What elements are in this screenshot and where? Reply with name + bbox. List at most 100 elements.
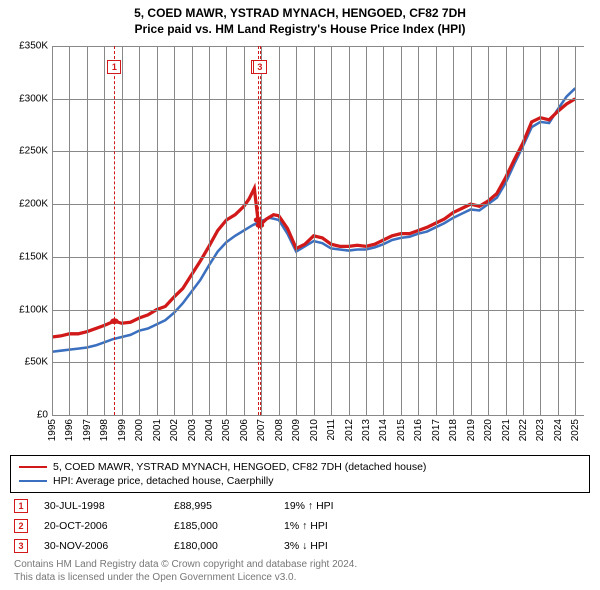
gridline-vertical [471, 46, 472, 415]
gridline-vertical [244, 46, 245, 415]
title-main: 5, COED MAWR, YSTRAD MYNACH, HENGOED, CF… [10, 6, 590, 20]
attribution-line1: Contains HM Land Registry data © Crown c… [14, 559, 586, 572]
y-tick-label: £350K [19, 41, 48, 52]
x-tick-label: 2017 [431, 419, 442, 441]
event-delta: 1% ↑ HPI [284, 520, 586, 532]
event-row-marker: 3 [14, 539, 28, 553]
y-tick-label: £200K [19, 199, 48, 210]
legend-box: 5, COED MAWR, YSTRAD MYNACH, HENGOED, CF… [10, 455, 590, 493]
x-tick-label: 2023 [535, 419, 546, 441]
plot-svg [52, 46, 584, 415]
event-price: £185,000 [174, 520, 284, 532]
gridline-horizontal [52, 310, 584, 311]
event-vline [114, 46, 115, 415]
x-tick-label: 1998 [99, 419, 110, 441]
event-marker-box: 3 [253, 60, 267, 74]
event-row: 1 30-JUL-1998£88,99519% ↑ HPI [14, 499, 586, 513]
gridline-vertical [366, 46, 367, 415]
attribution-line2: This data is licensed under the Open Gov… [14, 572, 586, 585]
x-tick-label: 2021 [501, 419, 512, 441]
x-tick-label: 2024 [553, 419, 564, 441]
gridline-vertical [383, 46, 384, 415]
y-tick-label: £300K [19, 93, 48, 104]
x-tick-label: 2000 [134, 419, 145, 441]
event-date: 30-NOV-2006 [44, 540, 174, 552]
events-table: 1 30-JUL-1998£88,99519% ↑ HPI 2 20-OCT-2006… [10, 499, 590, 553]
gridline-horizontal [52, 151, 584, 152]
gridline-vertical [314, 46, 315, 415]
gridline-horizontal [52, 204, 584, 205]
legend-label: HPI: Average price, detached house, Caer… [53, 475, 273, 487]
x-tick-label: 2003 [187, 419, 198, 441]
gridline-horizontal [52, 46, 584, 47]
gridline-vertical [418, 46, 419, 415]
chart-area: £0£50K£100K£150K£200K£250K£300K£350K1995… [10, 42, 590, 451]
y-tick-label: £250K [19, 146, 48, 157]
attribution: Contains HM Land Registry data © Crown c… [10, 559, 590, 584]
x-tick-label: 2020 [483, 419, 494, 441]
x-tick-label: 2007 [256, 419, 267, 441]
event-price: £180,000 [174, 540, 284, 552]
gridline-vertical [122, 46, 123, 415]
gridline-vertical [558, 46, 559, 415]
gridline-vertical [174, 46, 175, 415]
legend-label: 5, COED MAWR, YSTRAD MYNACH, HENGOED, CF… [53, 461, 426, 473]
gridline-vertical [139, 46, 140, 415]
event-date: 30-JUL-1998 [44, 500, 174, 512]
x-tick-label: 2018 [448, 419, 459, 441]
gridline-vertical [540, 46, 541, 415]
x-tick-label: 1997 [82, 419, 93, 441]
x-tick-label: 2008 [274, 419, 285, 441]
gridline-vertical [453, 46, 454, 415]
x-tick-label: 2015 [396, 419, 407, 441]
gridline-vertical [401, 46, 402, 415]
x-tick-label: 2014 [378, 419, 389, 441]
legend-item: 5, COED MAWR, YSTRAD MYNACH, HENGOED, CF… [19, 460, 581, 474]
x-tick-label: 2025 [570, 419, 581, 441]
y-tick-label: £150K [19, 251, 48, 262]
gridline-vertical [506, 46, 507, 415]
gridline-horizontal [52, 257, 584, 258]
x-tick-label: 1995 [47, 419, 58, 441]
x-tick-label: 2001 [152, 419, 163, 441]
title-sub: Price paid vs. HM Land Registry's House … [10, 22, 590, 36]
event-row: 2 20-OCT-2006£185,0001% ↑ HPI [14, 519, 586, 533]
x-tick-label: 2011 [326, 419, 337, 441]
event-vline [260, 46, 261, 415]
gridline-vertical [436, 46, 437, 415]
plot-region: £0£50K£100K£150K£200K£250K£300K£350K1995… [52, 46, 584, 415]
gridline-vertical [261, 46, 262, 415]
gridline-vertical [209, 46, 210, 415]
chart-container: 5, COED MAWR, YSTRAD MYNACH, HENGOED, CF… [0, 0, 600, 590]
gridline-vertical [192, 46, 193, 415]
legend-item: HPI: Average price, detached house, Caer… [19, 474, 581, 488]
x-tick-label: 2019 [466, 419, 477, 441]
x-tick-label: 2012 [344, 419, 355, 441]
gridline-vertical [349, 46, 350, 415]
x-tick-label: 1996 [64, 419, 75, 441]
event-row-marker: 2 [14, 519, 28, 533]
event-delta: 3% ↓ HPI [284, 540, 586, 552]
event-date: 20-OCT-2006 [44, 520, 174, 532]
gridline-vertical [87, 46, 88, 415]
x-tick-label: 1999 [117, 419, 128, 441]
event-delta: 19% ↑ HPI [284, 500, 586, 512]
gridline-vertical [104, 46, 105, 415]
event-price: £88,995 [174, 500, 284, 512]
x-tick-label: 2013 [361, 419, 372, 441]
x-tick-label: 2009 [291, 419, 302, 441]
gridline-vertical [52, 46, 53, 415]
x-tick-label: 2004 [204, 419, 215, 441]
event-row: 3 30-NOV-2006£180,0003% ↓ HPI [14, 539, 586, 553]
event-vline [258, 46, 259, 415]
y-tick-label: £100K [19, 304, 48, 315]
x-tick-label: 2002 [169, 419, 180, 441]
legend-swatch [19, 480, 47, 482]
gridline-horizontal [52, 362, 584, 363]
gridline-vertical [157, 46, 158, 415]
legend-swatch [19, 466, 47, 468]
x-tick-label: 2006 [239, 419, 250, 441]
event-row-marker: 1 [14, 499, 28, 513]
x-tick-label: 2010 [309, 419, 320, 441]
x-tick-label: 2005 [221, 419, 232, 441]
